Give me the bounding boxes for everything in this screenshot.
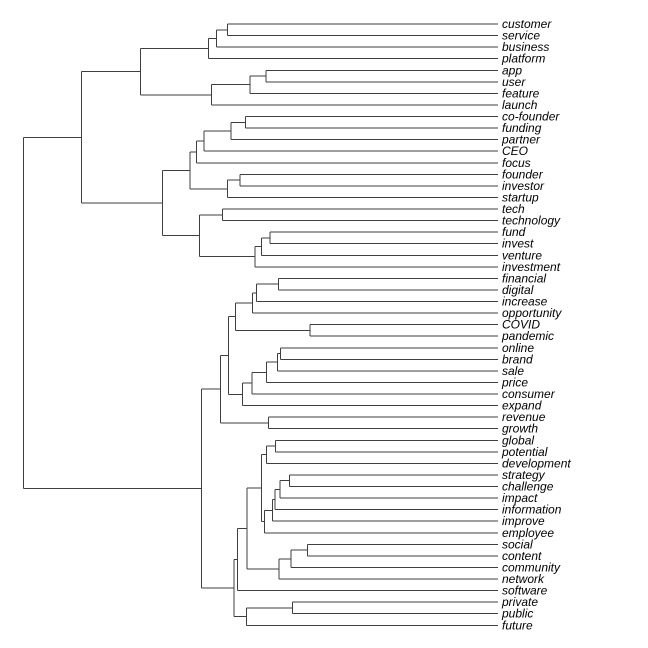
leaf-label-financial: financial xyxy=(502,271,546,285)
leaf-label-private: private xyxy=(501,595,538,609)
leaf-label-platform: platform xyxy=(501,52,545,66)
leaf-label-online: online xyxy=(502,341,534,355)
leaf-label-feature: feature xyxy=(502,86,540,100)
leaf-label-funding: funding xyxy=(502,121,542,135)
leaf-label-opportunity: opportunity xyxy=(502,306,562,320)
leaf-label-co-founder: co-founder xyxy=(502,110,560,124)
leaf-label-covid: COVID xyxy=(502,318,540,332)
leaf-label-social: social xyxy=(502,537,533,551)
leaf-label-invest: invest xyxy=(502,237,534,251)
leaf-label-venture: venture xyxy=(502,248,542,262)
leaf-label-strategy: strategy xyxy=(502,468,546,482)
leaf-label-revenue: revenue xyxy=(502,410,546,424)
leaf-label-employee: employee xyxy=(502,526,554,540)
leaf-label-customer: customer xyxy=(502,17,552,31)
leaf-label-challenge: challenge xyxy=(502,480,554,494)
leaf-label-impact: impact xyxy=(502,491,538,505)
leaf-label-founder: founder xyxy=(502,167,544,181)
leaf-label-software: software xyxy=(502,584,548,598)
leaf-label-expand: expand xyxy=(502,399,542,413)
leaf-label-future: future xyxy=(502,618,533,632)
leaf-label-technology: technology xyxy=(502,214,561,228)
leaf-label-pandemic: pandemic xyxy=(501,329,554,343)
leaf-label-potential: potential xyxy=(501,445,548,459)
leaf-label-service: service xyxy=(502,29,540,43)
leaf-label-development: development xyxy=(502,456,571,470)
leaf-label-brand: brand xyxy=(502,352,533,366)
leaf-label-focus: focus xyxy=(502,156,531,170)
leaf-label-investment: investment xyxy=(502,260,561,274)
leaf-label-investor: investor xyxy=(502,179,545,193)
leaf-label-sale: sale xyxy=(502,364,524,378)
leaf-label-app: app xyxy=(502,63,522,77)
leaf-label-growth: growth xyxy=(502,422,538,436)
leaf-label-ceo: CEO xyxy=(502,144,528,158)
leaf-label-user: user xyxy=(502,75,526,89)
leaf-label-digital: digital xyxy=(502,283,534,297)
leaf-label-price: price xyxy=(501,375,528,389)
leaf-label-improve: improve xyxy=(502,514,545,528)
leaf-label-consumer: consumer xyxy=(502,387,556,401)
leaf-label-partner: partner xyxy=(501,133,541,147)
leaf-label-business: business xyxy=(502,40,549,54)
leaf-label-fund: fund xyxy=(502,225,526,239)
leaf-label-increase: increase xyxy=(502,295,548,309)
leaf-label-public: public xyxy=(501,607,533,621)
leaf-label-community: community xyxy=(502,560,561,574)
leaf-label-information: information xyxy=(502,503,562,517)
leaf-label-global: global xyxy=(502,433,534,447)
leaf-label-launch: launch xyxy=(502,98,538,112)
leaf-label-content: content xyxy=(502,549,542,563)
leaf-label-tech: tech xyxy=(502,202,525,216)
leaf-label-startup: startup xyxy=(502,190,539,204)
leaf-label-network: network xyxy=(502,572,545,586)
